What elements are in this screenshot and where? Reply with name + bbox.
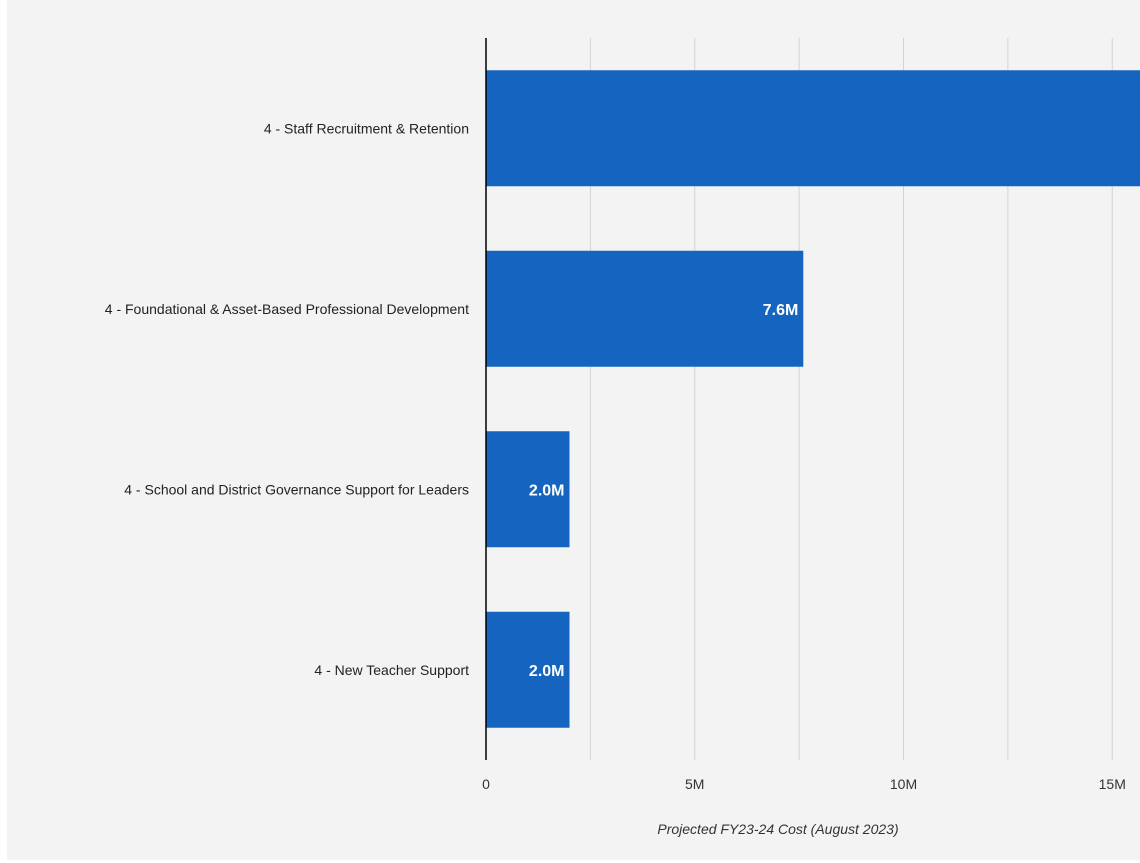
x-tick-labels: 05M10M15M20M25M30M35M [482,776,1126,792]
bars [486,70,1140,728]
x-tick-label: 10M [890,776,917,792]
x-tick-label: 15M [1099,776,1126,792]
x-tick-label: 0 [482,776,490,792]
x-tick-label: 5M [685,776,704,792]
bar [486,250,804,367]
value-label: 7.6M [763,302,799,319]
category-labels: 4 - Staff Recruitment & Retention 4 - Fou… [105,120,469,678]
x-axis-title: Projected FY23-24 Cost (August 2023) [657,821,898,837]
bar [486,611,570,728]
bar-chart: 4 - Staff Recruitment & Retention 4 - Fou… [105,38,1140,837]
value-label: 2.0M [529,663,565,680]
value-labels: 30.5M7.6M2.0M2.0M [529,302,799,680]
category-label: 4 - Foundational & Asset-Based Professio… [105,301,469,317]
chart-panel: 4 - Staff Recruitment & Retention 4 - Fou… [7,0,1140,860]
category-label: 4 - School and District Governance Suppo… [124,481,469,497]
category-label: 4 - Staff Recruitment & Retention [264,120,469,136]
value-label: 2.0M [529,482,565,499]
bar [486,70,1140,187]
category-label: 4 - New Teacher Support [314,662,469,678]
bar [486,431,570,548]
